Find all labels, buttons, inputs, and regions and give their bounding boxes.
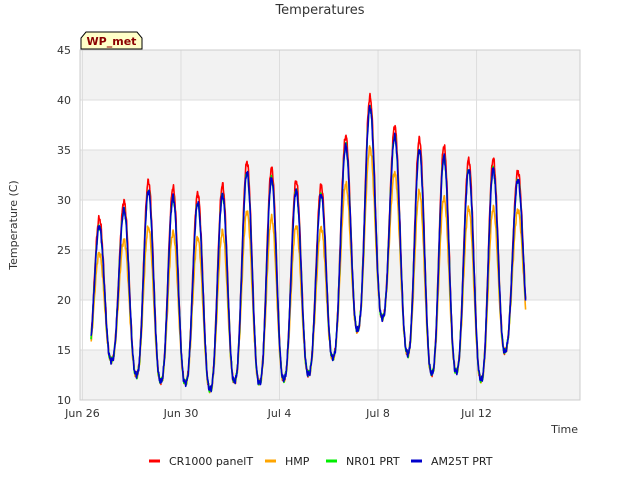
x-tick-labels: Jun 26 Jun 30 Jul 4 Jul 8 Jul 12 <box>64 407 492 420</box>
x-tick-label-0: Jun 26 <box>64 407 100 420</box>
y-tick-label-1: 15 <box>57 344 71 357</box>
y-tick-label-4: 30 <box>57 194 71 207</box>
y-tick-label-0: 10 <box>57 394 71 407</box>
band-3 <box>80 50 580 100</box>
band-0 <box>80 350 580 400</box>
legend-label-1: HMP <box>285 455 310 468</box>
wp-met-badge: WP_met <box>80 31 143 50</box>
x-tick-label-1: Jun 30 <box>163 407 199 420</box>
y-tick-label-5: 35 <box>57 144 71 157</box>
series-line-am25t-prt <box>90 104 527 393</box>
series-lines <box>90 92 527 394</box>
y-tick-label-2: 20 <box>57 294 71 307</box>
x-tick-label-3: Jul 8 <box>365 407 390 420</box>
y-tick-label-6: 40 <box>57 94 71 107</box>
legend-label-2: NR01 PRT <box>346 455 400 468</box>
x-tick-label-4: Jul 12 <box>460 407 492 420</box>
legend: CR1000 panelT HMP NR01 PRT AM25T PRT <box>149 455 493 468</box>
y-axis-title: Temperature (C) <box>7 180 20 270</box>
legend-label-0: CR1000 panelT <box>169 455 253 468</box>
chart-title: Temperatures <box>274 3 364 18</box>
badge-shape <box>80 31 143 50</box>
x-tick-label-2: Jul 4 <box>267 407 292 420</box>
band-2 <box>80 150 580 200</box>
y-tick-label-7: 45 <box>57 44 71 57</box>
y-tick-label-3: 25 <box>57 244 71 257</box>
badge-label: WP_met <box>87 35 137 48</box>
legend-label-3: AM25T PRT <box>431 455 493 468</box>
plot-frame <box>79 49 581 401</box>
x-axis-title: Time <box>550 423 578 436</box>
y-tick-labels: 10 15 20 25 30 35 40 45 <box>57 44 71 407</box>
